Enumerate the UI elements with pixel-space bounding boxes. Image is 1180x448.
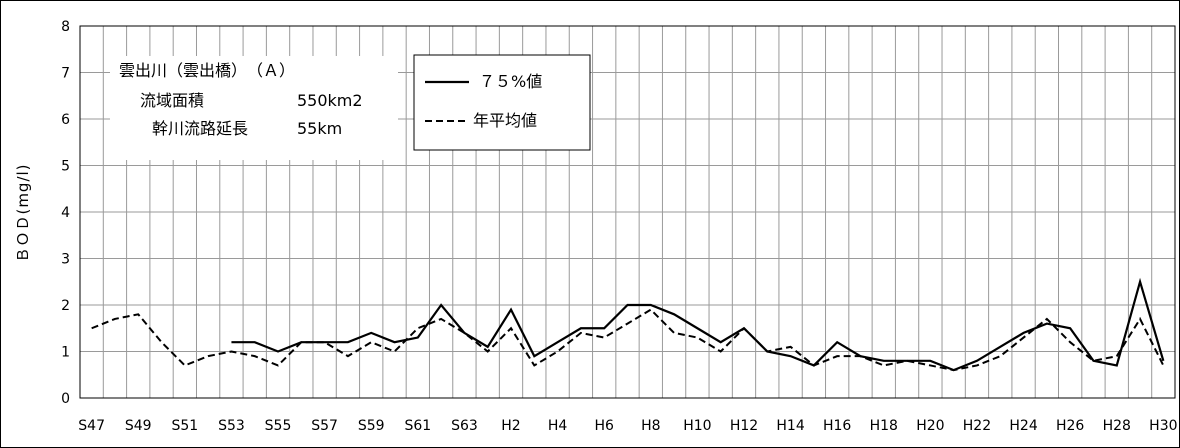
y-tick-label: 1 (61, 345, 70, 361)
x-tick-label: H4 (548, 418, 568, 434)
series-line-75pct (231, 277, 1165, 372)
x-tick-label: S57 (311, 418, 338, 434)
x-tick-label: H20 (916, 418, 944, 434)
plot-frame (79, 25, 1176, 399)
legend: ７５%値 年平均値 (413, 54, 591, 151)
legend-label-75pct: ７５%値 (479, 72, 542, 91)
x-tick-label: S49 (125, 418, 152, 434)
x-tick-label: H6 (594, 418, 614, 434)
x-tick-label: H18 (870, 418, 898, 434)
y-tick-label: 3 (61, 252, 70, 268)
x-tick-label: H12 (730, 418, 758, 434)
annotation-basin-area-value: 550km2 (297, 91, 363, 110)
y-tick-label: 6 (61, 112, 70, 128)
x-tick-label: H22 (963, 418, 991, 434)
x-tick-label: H2 (501, 418, 520, 434)
series-line-annual-mean (91, 308, 1165, 372)
x-tick-label: H14 (776, 418, 804, 434)
x-tick-label: H30 (1149, 418, 1177, 434)
legend-label-annual-mean: 年平均値 (473, 111, 537, 130)
annotation-river-name: 雲出川（雲出橋） （Ａ） (119, 61, 295, 80)
x-tick-label: H10 (683, 418, 711, 434)
x-axis-ticks: S47 S49 S51 S53 S55 S57 S59 S61 S63 H2 H4 H6 H8 H10 H1… (78, 418, 1177, 434)
x-tick-label: S53 (218, 418, 245, 434)
x-tick-label: S61 (404, 418, 431, 434)
annotation-basin-area-label: 流域面積 (140, 91, 204, 110)
x-tick-label: S63 (451, 418, 478, 434)
x-tick-label: H24 (1009, 418, 1037, 434)
x-tick-label: H28 (1103, 418, 1131, 434)
annotation-box-frame (110, 56, 398, 160)
x-tick-label: S55 (265, 418, 292, 434)
x-tick-label: H8 (641, 418, 660, 434)
y-tick-label: 2 (61, 298, 70, 314)
y-tick-label: 7 (61, 66, 70, 82)
x-tick-label: S59 (358, 418, 385, 434)
x-tick-label: S47 (78, 418, 105, 434)
series-lines (91, 277, 1165, 372)
y-tick-label: 4 (61, 205, 70, 221)
x-tick-label: H16 (823, 418, 851, 434)
legend-frame (413, 54, 591, 151)
annotation-length-label: 幹川流路延長 (152, 119, 248, 138)
y-tick-label: 5 (61, 159, 70, 175)
x-tick-label: H26 (1056, 418, 1084, 434)
y-tick-label: 8 (61, 19, 70, 35)
annotation-length-value: 55km (297, 119, 342, 138)
x-tick-label: S51 (171, 418, 198, 434)
y-tick-label: 0 (61, 391, 70, 407)
y-axis-ticks: 0 1 2 3 4 5 6 7 8 (61, 19, 70, 407)
y-axis-label: ＢＯＤ(mg/l) (14, 163, 32, 262)
annotation-box: 雲出川（雲出橋） （Ａ） 流域面積 550km2 幹川流路延長 55km (110, 56, 398, 160)
